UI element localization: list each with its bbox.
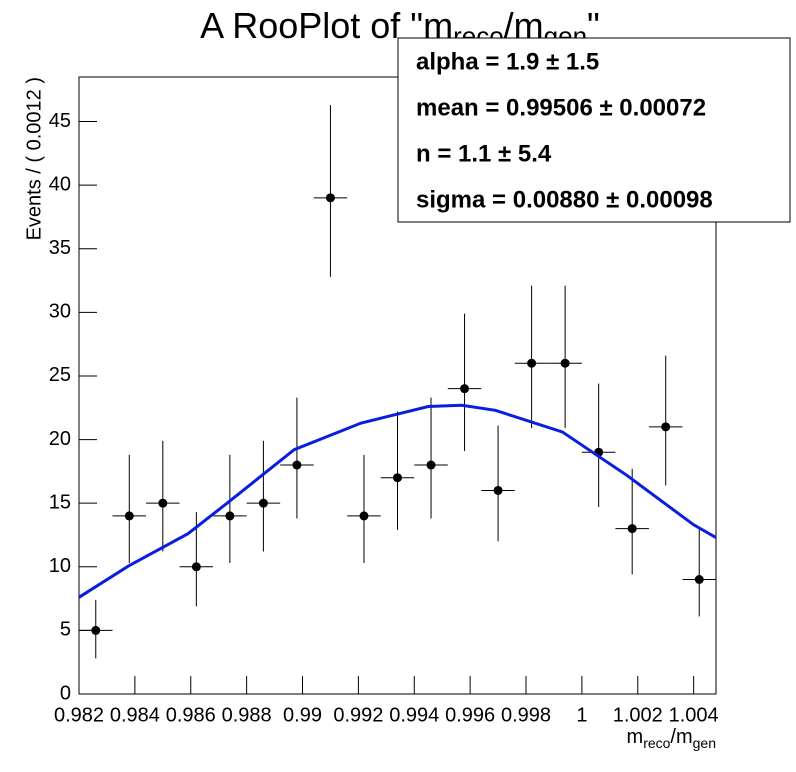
data-point (158, 498, 168, 508)
data-point (258, 498, 268, 508)
stats-entry: n = 1.1 ± 5.4 (416, 140, 552, 167)
data-point (292, 460, 302, 470)
stats-frame (397, 37, 791, 223)
stats-box: alpha = 1.9 ± 1.5 mean = 0.99506 ± 0.0007… (397, 37, 791, 223)
x-label-part: reco (643, 735, 670, 751)
x-label-part: m (627, 726, 644, 748)
data-point (627, 524, 637, 534)
x-tick-label: 1 (576, 704, 587, 726)
y-tick-label: 25 (49, 364, 71, 386)
data-point (359, 511, 369, 521)
data-point (661, 422, 671, 432)
y-tick-label: 10 (49, 555, 71, 577)
stats-entry: alpha = 1.9 ± 1.5 (416, 48, 599, 75)
data-point (527, 358, 537, 368)
x-tick-label: 0.992 (333, 704, 383, 726)
y-tick-label: 0 (60, 682, 71, 704)
stats-entry: mean = 0.99506 ± 0.00072 (416, 94, 706, 121)
fit-curve (78, 403, 717, 599)
data-point (325, 193, 335, 203)
y-tick-label: 40 (49, 173, 71, 195)
data-point (493, 485, 503, 495)
data-point (91, 625, 101, 635)
x-tick-label: 0.998 (501, 704, 551, 726)
data-point (191, 562, 201, 572)
data-point (124, 511, 134, 521)
y-tick-label: 20 (49, 428, 71, 450)
y-axis-label: Events / ( 0.0012 ) (23, 77, 45, 240)
data-point (560, 358, 570, 368)
data-point (225, 511, 235, 521)
stats-entry: sigma = 0.00880 ± 0.00098 (416, 186, 713, 213)
x-label-part: gen (693, 735, 716, 751)
data-point (694, 575, 704, 585)
data-point (460, 384, 470, 394)
y-tick-label: 45 (49, 110, 71, 132)
y-tick-label: 15 (49, 491, 71, 513)
x-tick-label: 0.982 (54, 704, 104, 726)
x-tick-label: 1.002 (613, 704, 663, 726)
x-tick-label: 0.984 (110, 704, 160, 726)
x-tick-label: 1.004 (669, 704, 719, 726)
x-tick-label: 0.988 (222, 704, 272, 726)
y-tick-label: 30 (49, 301, 71, 323)
title-part: " (587, 5, 600, 46)
y-tick-label: 35 (49, 237, 71, 259)
data-point (393, 473, 402, 483)
x-label-part: /m (670, 726, 692, 748)
x-axis-label: mreco/mgen (627, 726, 716, 750)
data-point (426, 460, 436, 470)
x-tick-label: 0.986 (166, 704, 216, 726)
x-tick-label: 0.996 (445, 704, 495, 726)
x-tick-label: 0.994 (389, 704, 439, 726)
x-tick-label: 0.99 (283, 704, 322, 726)
y-tick-label: 5 (60, 619, 71, 641)
